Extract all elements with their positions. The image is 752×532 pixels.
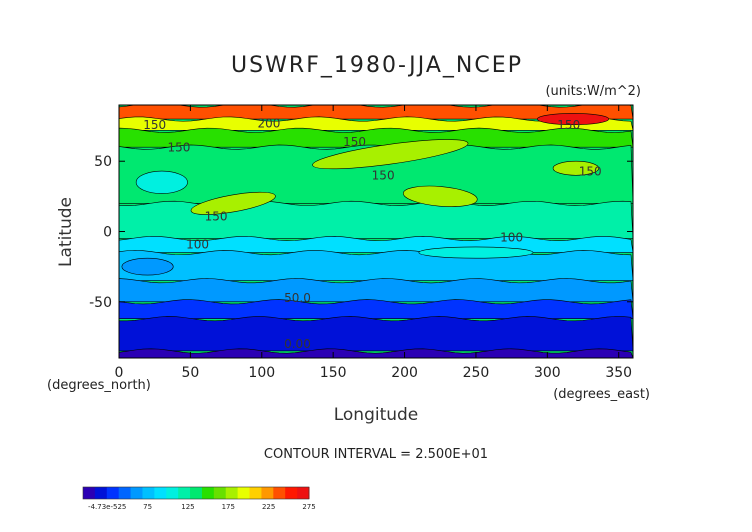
colorbar-swatch — [106, 487, 120, 499]
colorbar-tick-label: 175 — [222, 503, 235, 511]
contour-feature — [418, 246, 534, 259]
contour-band — [119, 250, 633, 281]
contour-feature — [312, 139, 469, 170]
chart-title: USWRF_1980-JJA_NCEP — [231, 53, 521, 78]
x-tick-label: 300 — [534, 365, 561, 381]
colorbar-swatch — [237, 487, 251, 499]
x-tick-label: 0 — [115, 365, 124, 381]
x-tick-label: 100 — [248, 365, 275, 381]
contour-feature — [552, 160, 600, 176]
colorbar-swatch — [166, 487, 179, 499]
colorbar: -4.73e-525 75 125 175 225 275 — [82, 486, 316, 511]
colorbar-swatch — [178, 487, 191, 499]
y-tick-label: -50 — [89, 295, 112, 311]
colorbar-swatch — [130, 487, 143, 499]
contour-label: 150 — [143, 118, 166, 132]
contour-label: 150 — [579, 164, 602, 178]
contour-band — [119, 278, 633, 303]
colorbar-swatch — [190, 487, 203, 499]
colorbar-tick-label: 275 — [302, 503, 315, 511]
contour-band — [119, 316, 633, 352]
colorbar-swatch — [285, 487, 298, 499]
colorbar-swatch — [201, 487, 215, 499]
x-tick-label: 50 — [181, 365, 199, 381]
contour-label: 50.0 — [284, 291, 311, 305]
colorbar-swatch — [225, 487, 239, 499]
colorbar-swatch — [261, 487, 274, 499]
contour-label: 200 — [257, 116, 280, 130]
x-tick-label: 250 — [463, 365, 490, 381]
contour-label: 100 — [500, 230, 523, 244]
colorbar-swatch — [154, 487, 167, 499]
colorbar-frame — [82, 486, 310, 500]
contour-band — [119, 348, 633, 358]
colorbar-swatch — [213, 487, 227, 499]
y-tick-label: 50 — [94, 154, 112, 170]
contour-band — [119, 299, 633, 319]
contour-label: 150 — [343, 135, 366, 149]
contour-feature — [190, 191, 276, 215]
colorbar-swatch — [94, 487, 108, 499]
y-unit-note: (degrees_north) — [47, 378, 151, 393]
x-unit-note: (degrees_east) — [553, 387, 650, 402]
colorbar-tick-label: -4.73e-525 — [88, 503, 126, 511]
colorbar-swatch — [83, 487, 96, 499]
colorbar-swatch — [142, 487, 155, 499]
x-tick-label: 200 — [391, 365, 418, 381]
contour-feature — [121, 257, 174, 276]
contour-band — [119, 127, 633, 148]
y-axis-label: Latitude — [56, 197, 76, 267]
colorbar-swatch — [249, 487, 262, 499]
contour-feature — [135, 170, 188, 194]
colorbar-tick-label: 75 — [143, 503, 152, 511]
colorbar-swatch — [297, 487, 310, 499]
contour-label: 150 — [557, 118, 580, 132]
colorbar-tick-label: 125 — [181, 503, 194, 511]
contour-band — [119, 105, 633, 120]
colorbar-swatch — [273, 487, 286, 499]
contour-label: 150 — [168, 140, 191, 154]
contour-label: 100 — [186, 237, 209, 251]
contour-label: 150 — [372, 168, 395, 182]
contour-label: 0.00 — [284, 337, 311, 351]
x-axis-label: Longitude — [334, 405, 419, 425]
colorbar-tick-label: 225 — [262, 503, 275, 511]
units-label: (units:W/m^2) — [545, 84, 641, 99]
contour-label: 150 — [205, 209, 228, 223]
x-tick-label: 150 — [320, 365, 347, 381]
colorbar-swatch — [118, 487, 132, 499]
contour-feature — [537, 113, 610, 125]
x-tick-label: 350 — [605, 365, 632, 381]
contour-feature — [402, 185, 478, 207]
contour-interval-label: CONTOUR INTERVAL = 2.500E+01 — [264, 447, 488, 462]
y-tick-label: 0 — [103, 225, 112, 241]
